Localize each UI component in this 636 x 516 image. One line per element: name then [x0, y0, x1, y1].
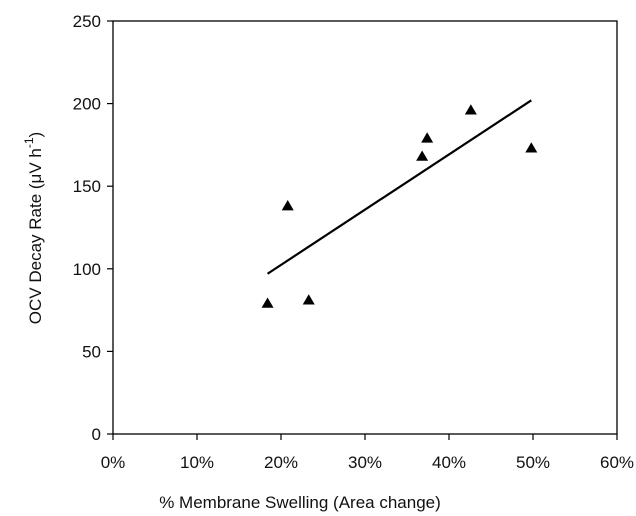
data-point-triangle — [525, 142, 538, 153]
plot-area — [112, 20, 618, 435]
x-tick-label: 30% — [348, 453, 382, 472]
y-tick-label: 200 — [73, 95, 101, 114]
y-axis-ticks: 0 50 100 150 200 250 — [73, 12, 113, 444]
y-axis-title-exponent: -1 — [22, 137, 36, 148]
data-point-triangle — [421, 132, 434, 143]
data-point-triangle — [302, 294, 315, 305]
data-point-triangle — [261, 297, 274, 308]
y-tick-label: 250 — [73, 12, 101, 31]
y-tick-label: 150 — [73, 177, 101, 196]
x-tick-label: 50% — [516, 453, 550, 472]
x-tick-label: 40% — [432, 453, 466, 472]
data-point-triangle — [281, 200, 294, 211]
y-axis-title-prefix: OCV Decay Rate ( — [26, 183, 45, 324]
y-tick-label: 50 — [82, 342, 101, 361]
x-axis-ticks: 0% 10% 20% 30% 40% 50% 60% — [101, 434, 634, 472]
x-tick-label: 60% — [600, 453, 634, 472]
y-axis-title-suffix: ) — [26, 132, 45, 138]
x-tick-label: 20% — [264, 453, 298, 472]
x-tick-label: 0% — [101, 453, 126, 472]
x-tick-label: 10% — [180, 453, 214, 472]
data-points — [261, 104, 538, 308]
trendline — [266, 99, 532, 275]
x-axis-title: % Membrane Swelling (Area change) — [159, 493, 441, 512]
y-tick-label: 100 — [73, 260, 101, 279]
y-axis-title: OCV Decay Rate (μV h-1) — [22, 132, 45, 324]
trendline-group — [266, 99, 532, 275]
data-point-triangle — [464, 104, 477, 115]
y-axis-title-unit: V h — [26, 148, 45, 174]
y-tick-label: 0 — [92, 425, 101, 444]
y-axis-title-mu: μ — [26, 174, 45, 184]
data-point-triangle — [416, 150, 429, 161]
